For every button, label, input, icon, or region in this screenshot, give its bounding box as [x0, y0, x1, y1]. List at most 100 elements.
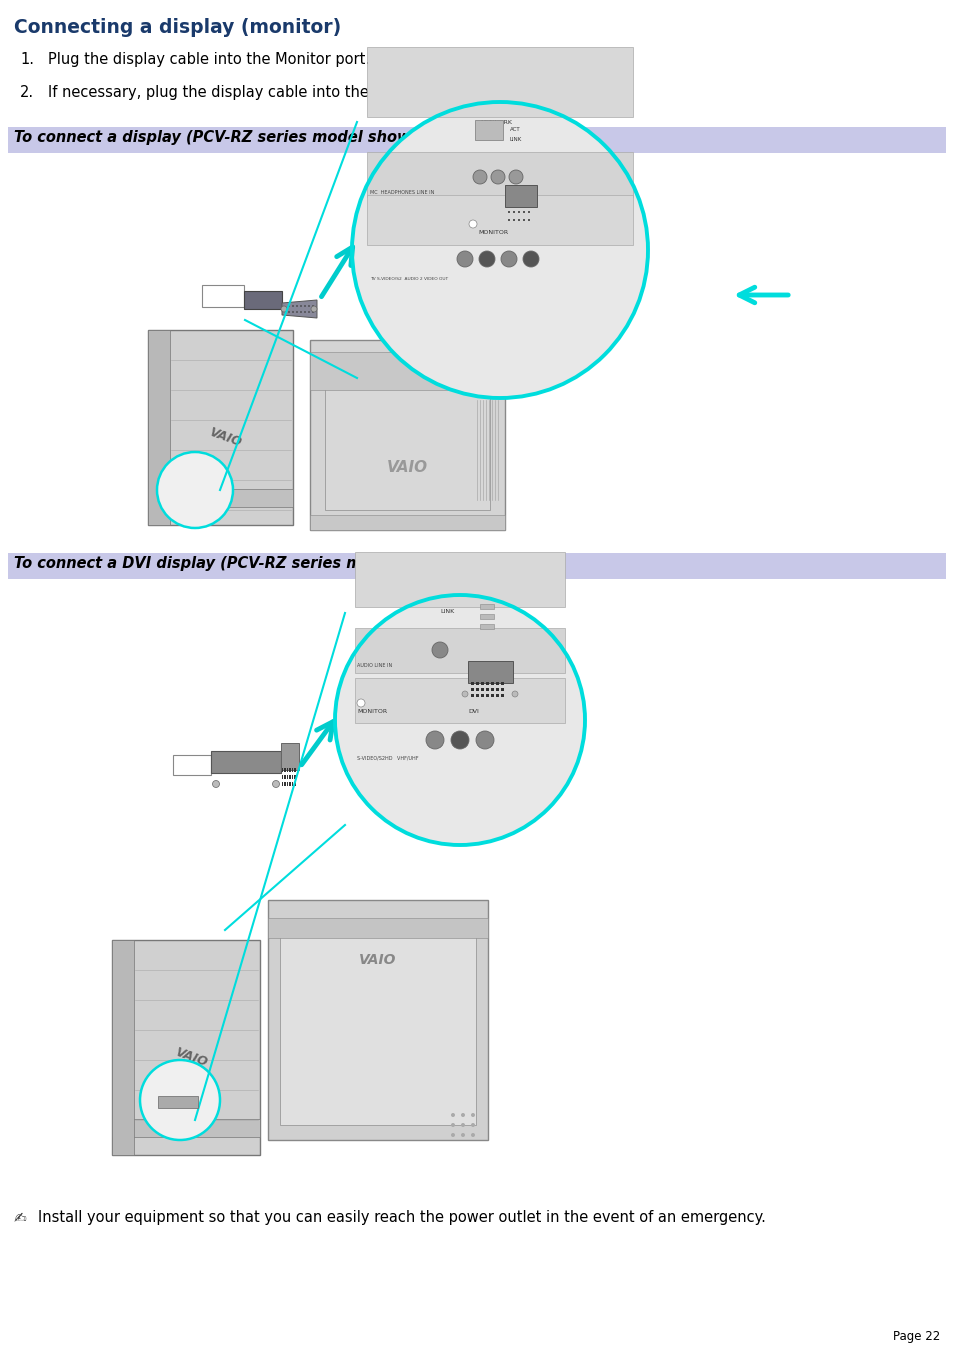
Circle shape [451, 1113, 455, 1117]
Circle shape [517, 211, 519, 213]
Circle shape [304, 305, 306, 307]
Text: ACT: ACT [510, 127, 520, 132]
Bar [294, 782, 295, 786]
Bar [112, 940, 260, 1155]
Bar [367, 195, 633, 245]
Circle shape [471, 1133, 475, 1138]
Circle shape [304, 311, 306, 313]
Circle shape [288, 305, 290, 307]
Text: VAIO: VAIO [359, 952, 396, 967]
Text: MONITOR: MONITOR [477, 230, 508, 235]
Text: VAIO: VAIO [386, 459, 427, 474]
Text: If necessary, plug the display cable into the rear of the display.: If necessary, plug the display cable int… [48, 85, 510, 100]
Bar [367, 153, 633, 197]
Bar [471, 682, 474, 685]
Bar [476, 682, 478, 685]
Circle shape [292, 311, 294, 313]
Bar [480, 688, 483, 690]
Bar [500, 694, 503, 697]
Bar [479, 624, 494, 630]
Circle shape [451, 1123, 455, 1127]
Circle shape [288, 311, 290, 313]
Bar [202, 285, 244, 307]
Bar [500, 682, 503, 685]
Circle shape [451, 1133, 455, 1138]
Bar [310, 353, 504, 390]
Circle shape [426, 731, 443, 748]
Bar [308, 963, 448, 978]
Bar [294, 767, 295, 771]
Bar [289, 775, 291, 780]
Bar [244, 290, 282, 309]
Bar [292, 782, 294, 786]
Text: LINK: LINK [439, 609, 454, 613]
Bar [310, 515, 504, 530]
Circle shape [456, 251, 473, 267]
Bar [289, 767, 291, 771]
Text: Install your equipment so that you can easily reach the power outlet in the even: Install your equipment so that you can e… [38, 1210, 765, 1225]
Bar [479, 604, 494, 609]
Bar [355, 678, 564, 723]
Bar [158, 1096, 198, 1108]
Circle shape [527, 211, 530, 213]
Circle shape [308, 311, 310, 313]
Circle shape [273, 781, 279, 788]
Bar [491, 688, 494, 690]
Polygon shape [282, 300, 316, 317]
Text: VAIO: VAIO [172, 1046, 209, 1069]
Bar [475, 120, 502, 141]
Text: TV S-VIDEO/S2  AUDIO 2 VIDEO OUT: TV S-VIDEO/S2 AUDIO 2 VIDEO OUT [370, 277, 448, 281]
Bar [284, 775, 286, 780]
Bar [172, 755, 211, 775]
Bar [496, 694, 498, 697]
Text: MC  HEADPHONES LINE IN: MC HEADPHONES LINE IN [370, 190, 434, 195]
Bar [287, 767, 288, 771]
Text: To connect a display (PCV-RZ series model shown): To connect a display (PCV-RZ series mode… [14, 130, 427, 145]
Bar [284, 767, 286, 771]
Bar [287, 775, 288, 780]
Circle shape [507, 219, 510, 222]
Bar [282, 767, 283, 771]
Circle shape [512, 690, 517, 697]
Bar [485, 682, 489, 685]
Circle shape [500, 251, 517, 267]
Circle shape [473, 170, 486, 184]
Circle shape [507, 211, 510, 213]
Bar [325, 376, 490, 509]
Bar [211, 751, 281, 773]
Circle shape [461, 690, 468, 697]
Bar [148, 330, 293, 526]
Bar [328, 951, 428, 963]
Circle shape [213, 781, 219, 788]
Bar [148, 330, 170, 526]
Bar [491, 694, 494, 697]
Text: Page 22: Page 22 [892, 1329, 939, 1343]
Bar [289, 782, 291, 786]
Circle shape [513, 219, 515, 222]
Text: 2.: 2. [20, 85, 34, 100]
Circle shape [281, 305, 287, 312]
Circle shape [460, 1123, 464, 1127]
Bar [476, 688, 478, 690]
Circle shape [469, 220, 476, 228]
Bar [281, 743, 298, 770]
Text: LINK: LINK [510, 136, 521, 142]
Bar [468, 661, 513, 684]
Circle shape [356, 698, 365, 707]
Polygon shape [357, 958, 397, 978]
Bar [485, 694, 489, 697]
Circle shape [471, 1123, 475, 1127]
Text: NETWORK: NETWORK [479, 120, 512, 126]
Circle shape [292, 305, 294, 307]
Bar [310, 340, 504, 530]
Bar [280, 935, 476, 1125]
Bar [268, 900, 488, 1140]
Circle shape [471, 1113, 475, 1117]
Circle shape [522, 219, 524, 222]
Circle shape [352, 101, 647, 399]
Circle shape [451, 731, 469, 748]
Circle shape [517, 219, 519, 222]
Text: Plug the display cable into the Monitor port.: Plug the display cable into the Monitor … [48, 51, 370, 68]
Text: MONITOR: MONITOR [356, 709, 387, 713]
Circle shape [432, 642, 448, 658]
